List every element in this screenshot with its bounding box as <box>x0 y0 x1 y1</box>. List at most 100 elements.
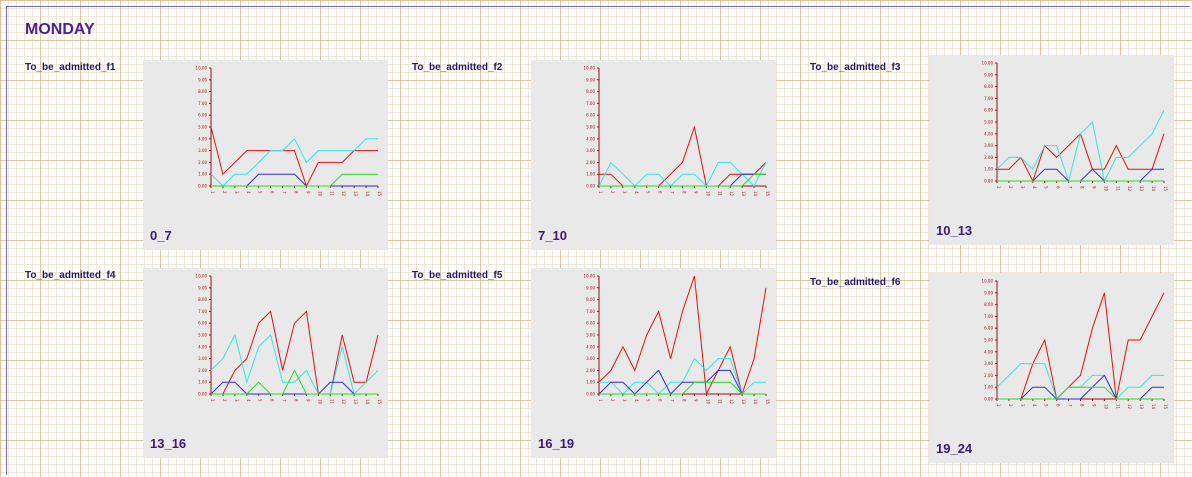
x-tick-label: 5 <box>1044 404 1049 407</box>
panel-title-f1: To_be_admitted_f1 <box>25 62 116 73</box>
range-label-f6: 19_24 <box>936 441 973 456</box>
x-tick-label: 13 <box>1139 404 1144 410</box>
chart-f2: 0.00 1.00 2.00 3.00 4.00 5.00 6.00 7.00 8.00 9.00… <box>584 66 770 197</box>
x-tick-label: 4 <box>634 399 639 402</box>
y-tick-label: 0.00 <box>198 184 207 189</box>
series-line-2 <box>211 173 378 187</box>
y-tick-label: 5.00 <box>198 125 207 130</box>
chart-f1: 0.00 1.00 2.00 3.00 4.00 5.00 6.00 7.00 8.00 9.00… <box>196 66 382 197</box>
x-tick-label: 12 <box>729 191 734 197</box>
y-tick-label: 2.00 <box>586 368 595 373</box>
y-tick-label: 8.00 <box>586 297 595 302</box>
x-tick-label: 2 <box>1008 186 1013 189</box>
y-tick-label: 9.00 <box>586 285 595 290</box>
series-line-0 <box>599 125 767 187</box>
x-tick-label: 14 <box>753 399 758 405</box>
x-tick-label: 9 <box>693 399 698 402</box>
series-line-3 <box>211 369 378 395</box>
y-tick-label: 10.00 <box>584 274 596 279</box>
x-tick-label: 12 <box>729 399 734 405</box>
x-tick-label: 13 <box>741 399 746 405</box>
x-tick-label: 1 <box>210 191 215 194</box>
y-tick-label: 3.00 <box>586 148 595 153</box>
y-tick-label: 2.00 <box>198 368 207 373</box>
y-tick-label: 7.00 <box>586 309 595 314</box>
x-tick-label: 5 <box>646 399 651 402</box>
series-line-0 <box>997 292 1165 401</box>
y-tick-label: 6.00 <box>586 321 595 326</box>
y-tick-label: 7.00 <box>984 314 993 319</box>
range-label-f1: 0_7 <box>150 228 172 243</box>
x-tick-label: 12 <box>341 399 346 405</box>
chart-panel-f2: 0.00 1.00 2.00 3.00 4.00 5.00 6.00 7.00 8.00 9.00… <box>531 60 776 250</box>
range-label-f3: 10_13 <box>936 223 973 238</box>
y-tick-label: 6.00 <box>198 113 207 118</box>
y-tick-label: 10.00 <box>196 66 208 71</box>
series-line-1 <box>598 161 767 187</box>
y-tick-label: 0.00 <box>984 179 993 184</box>
y-tick-label: 5.00 <box>586 333 595 338</box>
y-tick-label: 7.00 <box>984 96 993 101</box>
series-line-0 <box>997 132 1165 183</box>
x-tick-label: 8 <box>1080 404 1085 407</box>
x-tick-label: 3 <box>622 399 627 402</box>
y-tick-label: 5.00 <box>984 338 993 343</box>
y-tick-label: 3.00 <box>984 361 993 366</box>
series-line-3 <box>211 173 378 187</box>
x-tick-label: 3 <box>1020 186 1025 189</box>
x-tick-label: 9 <box>1091 186 1096 189</box>
x-tick-label: 3 <box>234 399 239 402</box>
x-tick-label: 7 <box>670 399 675 402</box>
y-tick-label: 3.00 <box>198 148 207 153</box>
y-tick-label: 6.00 <box>586 113 595 118</box>
x-tick-label: 3 <box>1020 404 1025 407</box>
x-tick-label: 10 <box>317 399 322 405</box>
x-tick-label: 14 <box>753 191 758 197</box>
range-label-f5: 16_19 <box>538 436 575 451</box>
y-tick-label: 0.00 <box>984 397 993 402</box>
panel-title-f5: To_be_admitted_f5 <box>412 270 503 281</box>
series-line-0 <box>211 310 379 395</box>
x-tick-label: 12 <box>1127 186 1132 192</box>
x-tick-label: 9 <box>1091 404 1096 407</box>
x-tick-label: 7 <box>1068 404 1073 407</box>
x-tick-label: 4 <box>1032 186 1037 189</box>
x-tick-label: 8 <box>1080 186 1085 189</box>
series-line-3 <box>997 386 1164 400</box>
y-tick-label: 5.00 <box>586 125 595 130</box>
x-tick-label: 5 <box>646 191 651 194</box>
x-tick-label: 2 <box>610 191 615 194</box>
y-tick-label: 10.00 <box>196 274 208 279</box>
x-tick-label: 9 <box>305 191 310 194</box>
y-tick-label: 2.00 <box>586 160 595 165</box>
x-tick-label: 6 <box>270 399 275 402</box>
x-tick-label: 14 <box>1151 186 1156 192</box>
x-tick-label: 2 <box>610 399 615 402</box>
y-tick-label: 4.00 <box>984 349 993 354</box>
y-tick-label: 2.00 <box>984 373 993 378</box>
y-tick-label: 5.00 <box>198 333 207 338</box>
x-tick-label: 1 <box>996 186 1001 189</box>
y-tick-label: 0.00 <box>586 392 595 397</box>
x-tick-label: 1 <box>996 404 1001 407</box>
x-tick-label: 7 <box>282 399 287 402</box>
x-tick-label: 5 <box>1044 186 1049 189</box>
x-tick-label: 14 <box>365 191 370 197</box>
chart-panel-f4: 0.00 1.00 2.00 3.00 4.00 5.00 6.00 7.00 8.00 9.00… <box>143 268 388 458</box>
x-tick-label: 11 <box>1115 186 1120 192</box>
x-tick-label: 6 <box>1056 186 1061 189</box>
y-tick-label: 3.00 <box>586 356 595 361</box>
y-tick-label: 1.00 <box>984 167 993 172</box>
x-tick-label: 10 <box>705 399 710 405</box>
x-tick-label: 4 <box>1032 404 1037 407</box>
day-title: MONDAY <box>25 21 95 38</box>
y-tick-label: 8.00 <box>984 84 993 89</box>
x-tick-label: 9 <box>305 399 310 402</box>
series-line-0 <box>210 126 378 188</box>
y-tick-label: 10.00 <box>584 66 596 71</box>
series-line-2 <box>210 381 378 395</box>
series-line-1 <box>996 363 1164 400</box>
x-tick-label: 15 <box>1163 186 1168 192</box>
chart-f3: 0.00 1.00 2.00 3.00 4.00 5.00 6.00 7.00 8.00 9.00… <box>982 61 1168 192</box>
chart-f5: 0.00 1.00 2.00 3.00 4.00 5.00 6.00 7.00 8.00 9.00… <box>584 274 770 405</box>
